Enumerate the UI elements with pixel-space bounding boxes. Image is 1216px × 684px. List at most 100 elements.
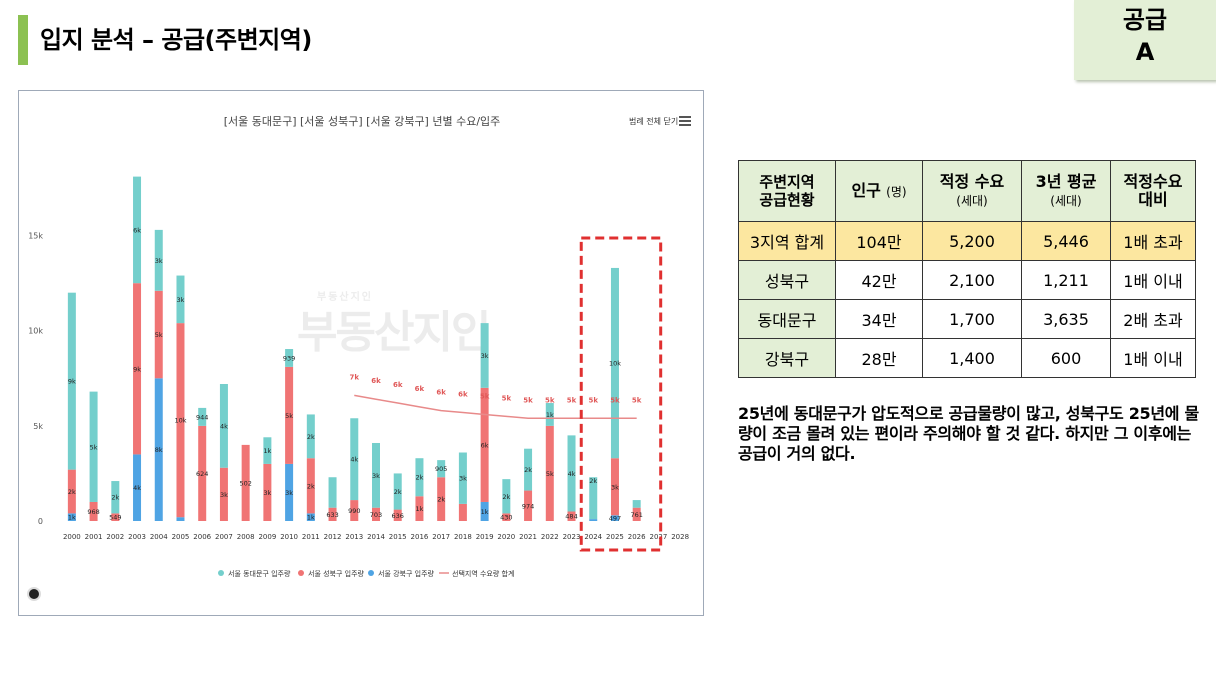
bar-segment: [111, 481, 120, 514]
x-tick-label: 2003: [128, 533, 146, 541]
bar-segment: [632, 500, 641, 508]
bar-segment: [502, 479, 511, 514]
bar-data-label: 761: [630, 511, 642, 519]
table-cell: 1,211: [1021, 260, 1111, 300]
demand-data-label: 5k: [523, 396, 533, 404]
section-tag-line1: 공급: [1122, 6, 1168, 34]
bar-segment: [610, 458, 619, 516]
chart-menu-icon[interactable]: [679, 116, 691, 128]
y-tick-label: 0: [38, 517, 43, 526]
table-cell: 2,100: [922, 260, 1022, 300]
bar-data-label: 1k: [68, 514, 76, 522]
bar-segment: [306, 414, 315, 459]
bar-segment: [219, 467, 228, 521]
x-tick-label: 2020: [497, 533, 515, 541]
bar-segment: [133, 454, 142, 521]
demand-data-label: 6k: [371, 377, 381, 385]
bar-segment: [524, 490, 533, 521]
bar-data-label: 10k: [609, 360, 621, 368]
bar-data-label: 939: [283, 354, 295, 362]
bar-segment: [480, 501, 489, 521]
demand-data-label: 5k: [588, 396, 598, 404]
x-tick-label: 2007: [215, 533, 233, 541]
bar-segment: [285, 463, 294, 521]
bar-segment: [589, 519, 598, 521]
chart-title: [서울 동대문구] [서울 성북구] [서울 강북구] 년별 수요/입주: [224, 115, 501, 128]
bar-data-label: 944: [196, 413, 208, 421]
x-tick-label: 2001: [85, 533, 103, 541]
bar-segment: [524, 448, 533, 491]
x-tick-label: 2028: [671, 533, 689, 541]
header-ratio: 적정수요 대비: [1110, 160, 1196, 222]
bar-data-label: 5k: [285, 412, 293, 420]
analysis-note: 25년에 동대문구가 압도적으로 공급물량이 많고, 성북구도 25년에 물량이…: [738, 404, 1199, 463]
table-cell: 3,635: [1021, 299, 1111, 339]
bar-segment: [111, 513, 120, 521]
table-cell: 1배 이내: [1110, 338, 1196, 378]
bar-data-label: 2k: [111, 494, 119, 502]
table-row: 3지역 합계 104만 5,200 5,446 1배 초과: [738, 221, 1196, 261]
bar-segment: [306, 513, 315, 521]
x-tick-label: 2021: [519, 533, 537, 541]
bar-data-label: 5k: [546, 470, 554, 478]
bar-segment: [502, 513, 511, 521]
bar-data-label: 1k: [263, 447, 271, 455]
bar-data-label: 1k: [415, 505, 423, 513]
x-tick-label: 2002: [106, 533, 124, 541]
x-tick-label: 2017: [432, 533, 450, 541]
bar-data-label: 3k: [285, 489, 293, 497]
bar-segment: [67, 469, 76, 514]
table-cell: 1,700: [922, 299, 1022, 339]
bar-segment: [480, 323, 489, 388]
bar-segment: [480, 387, 489, 502]
bar-data-label: 636: [392, 512, 404, 520]
bar-segment: [241, 444, 250, 521]
table-cell: 강북구: [738, 338, 836, 378]
bar-data-label: 2k: [415, 474, 423, 482]
x-tick-label: 2008: [237, 533, 255, 541]
bar-data-label: 9k: [133, 365, 141, 373]
table-cell: 600: [1021, 338, 1111, 378]
page-title: 입지 분석 – 공급(주변지역): [40, 26, 312, 54]
x-tick-label: 2014: [367, 533, 385, 541]
table-cell: 5,200: [922, 221, 1022, 261]
bar-segment: [133, 283, 142, 455]
bar-data-label: 2k: [524, 466, 532, 474]
demand-data-label: 5k: [545, 396, 555, 404]
bar-segment: [306, 458, 315, 514]
bar-segment: [610, 515, 619, 521]
bar-data-label: 4k: [133, 484, 141, 492]
bar-data-label: 905: [435, 465, 447, 473]
bar-data-label: 968: [87, 508, 99, 516]
x-tick-label: 2006: [193, 533, 211, 541]
bar-segment: [545, 425, 554, 521]
x-tick-label: 2019: [476, 533, 494, 541]
bar-segment: [198, 425, 207, 521]
bar-segment: [263, 437, 272, 464]
table-cell: 동대문구: [738, 299, 836, 339]
x-tick-label: 2013: [345, 533, 363, 541]
bar-data-label: 2k: [502, 493, 510, 501]
bar-segment: [545, 403, 554, 426]
bar-data-label: 633: [326, 511, 338, 519]
bar-data-label: 2k: [307, 433, 315, 441]
demand-line: [354, 394, 637, 420]
bar-data-label: 4k: [350, 456, 358, 464]
legend-toggle-button[interactable]: 범례 전체 닫기: [629, 117, 679, 126]
bar-segment: [350, 418, 359, 501]
table-row: 성북구 42만 2,100 1,211 1배 이내: [738, 260, 1196, 300]
legend-label: 서울 강북구 입주량: [378, 569, 435, 578]
bar-segment: [458, 452, 467, 504]
bar-segment: [198, 407, 207, 426]
header-region: 주변지역 공급현황: [738, 160, 836, 222]
bar-data-label: 430: [500, 514, 512, 522]
bar-data-label: 3k: [263, 489, 271, 497]
bar-data-label: 4k: [220, 422, 228, 430]
bar-segment: [328, 477, 337, 508]
x-tick-label: 2016: [411, 533, 429, 541]
bar-data-label: 1k: [481, 508, 489, 516]
demand-data-label: 7k: [350, 373, 360, 381]
table-cell: 28만: [835, 338, 923, 378]
table-cell: 1배 이내: [1110, 260, 1196, 300]
bar-segment: [393, 509, 402, 521]
